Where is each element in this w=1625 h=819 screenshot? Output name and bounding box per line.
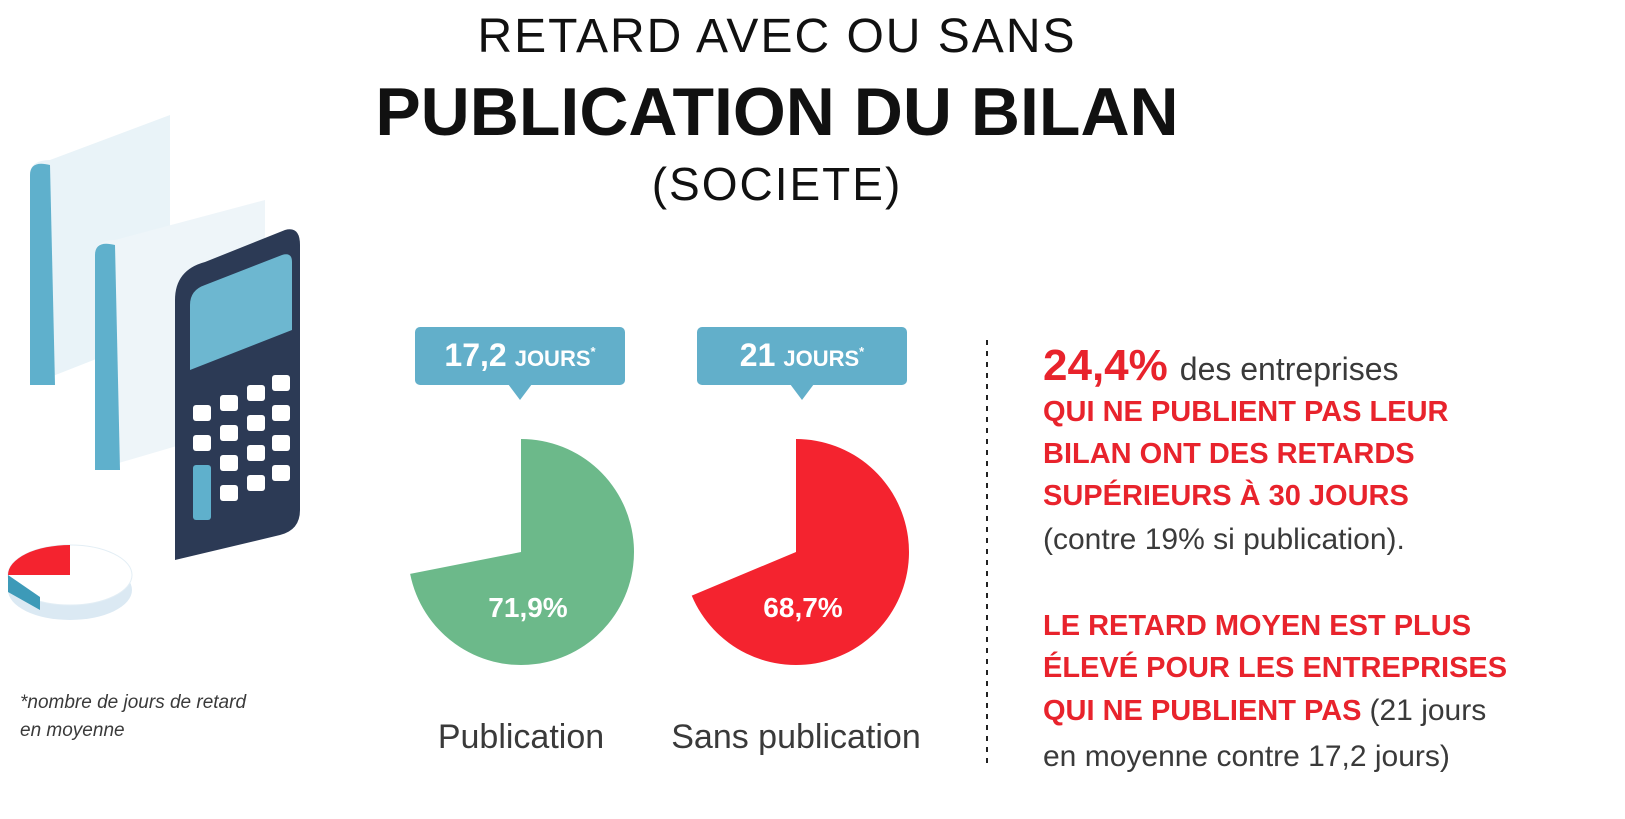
callout-unit: JOURS <box>783 346 859 371</box>
stat: 24,4% <box>1043 341 1168 390</box>
highlight-line: LE RETARD MOYEN EST PLUS <box>1043 610 1471 642</box>
pie-label: Sans publication <box>671 718 921 756</box>
highlight-line: QUI NE PUBLIENT PAS LEUR <box>1043 396 1449 428</box>
title-line-1: RETARD AVEC OU SANS <box>478 10 1077 63</box>
highlight-red: QUI NE PUBLIENT PAS <box>1043 695 1362 727</box>
callout-note: * <box>859 344 865 359</box>
highlight-note: (21 jours <box>1370 694 1487 727</box>
stat-text: des entreprises <box>1180 351 1399 387</box>
pie-slice <box>410 439 634 665</box>
callout-unit: JOURS <box>515 346 591 371</box>
highlight-stat-line: 24,4% des entreprises <box>1043 341 1399 390</box>
highlight-note: en moyenne contre 17,2 jours) <box>1043 740 1450 773</box>
value-label: 68,7% <box>763 592 842 623</box>
title-line-3: (SOCIETE) <box>652 158 903 210</box>
callout-text: 17,2 JOURS* <box>444 337 596 373</box>
callout-value: 21 <box>740 337 776 373</box>
pie-charts: 71,9% 68,7% <box>410 439 909 665</box>
callout-note: * <box>591 344 597 359</box>
callout: 21 JOURS* <box>697 327 907 400</box>
callout: 17,2 JOURS* <box>415 327 625 400</box>
callout-value: 17,2 <box>444 337 506 373</box>
value-label: 71,9% <box>488 592 567 623</box>
highlight-line: ÉLEVÉ POUR LES ENTREPRISES <box>1043 650 1507 684</box>
footnote: *nombre de jours de retard <box>20 692 247 713</box>
pie-slice <box>691 439 909 665</box>
highlight-note: (contre 19% si publication). <box>1043 523 1405 556</box>
pie-label: Publication <box>438 718 604 756</box>
callout-text: 21 JOURS* <box>740 337 865 373</box>
highlight-line: QUI NE PUBLIENT PAS (21 jours <box>1043 694 1486 727</box>
title-line-2: PUBLICATION DU BILAN <box>375 74 1178 150</box>
highlight-line: BILAN ONT DES RETARDS <box>1043 438 1415 470</box>
highlight-line: SUPÉRIEURS À 30 JOURS <box>1043 478 1409 512</box>
illustration <box>7 115 300 620</box>
footnote: en moyenne <box>20 720 125 741</box>
